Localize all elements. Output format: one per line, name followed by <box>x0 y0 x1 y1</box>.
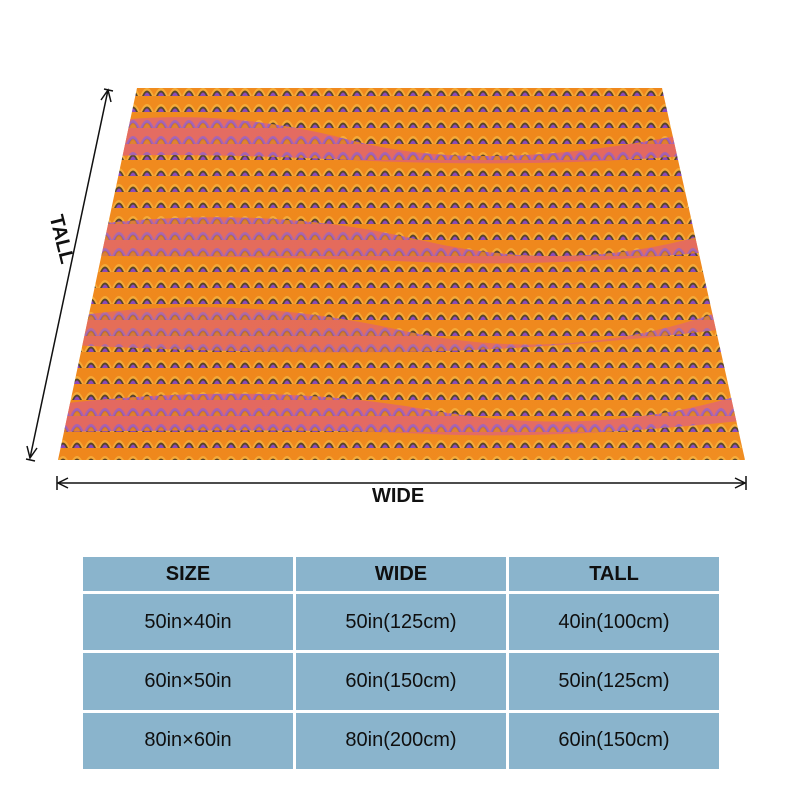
header-tall: TALL <box>506 553 722 595</box>
cell-wide: 80in(200cm) <box>293 709 509 773</box>
cell-tall: 50in(125cm) <box>506 650 722 713</box>
cell-size: 60in×50in <box>80 650 296 713</box>
table-row: 60in×50in 60in(150cm) 50in(125cm) <box>80 650 722 713</box>
table-row: 80in×60in 80in(200cm) 60in(150cm) <box>80 709 722 773</box>
wide-label: WIDE <box>372 485 425 507</box>
cell-tall: 60in(150cm) <box>506 709 722 773</box>
size-table: SIZE WIDE TALL 50in×40in 50in(125cm) 40i… <box>80 553 722 773</box>
cell-tall: 40in(100cm) <box>506 591 722 654</box>
tall-dimension-arrow <box>25 88 114 462</box>
cell-wide: 60in(150cm) <box>293 650 509 713</box>
wide-dimension-arrow <box>56 476 747 490</box>
blanket-figure <box>25 88 747 490</box>
table-row: 50in×40in 50in(125cm) 40in(100cm) <box>80 591 722 654</box>
cell-size: 80in×60in <box>80 709 296 773</box>
cell-wide: 50in(125cm) <box>293 591 509 654</box>
cell-size: 50in×40in <box>80 591 296 654</box>
table-header-row: SIZE WIDE TALL <box>80 553 722 595</box>
header-size: SIZE <box>80 553 296 595</box>
header-wide: WIDE <box>293 553 509 595</box>
blanket-image <box>58 88 745 460</box>
